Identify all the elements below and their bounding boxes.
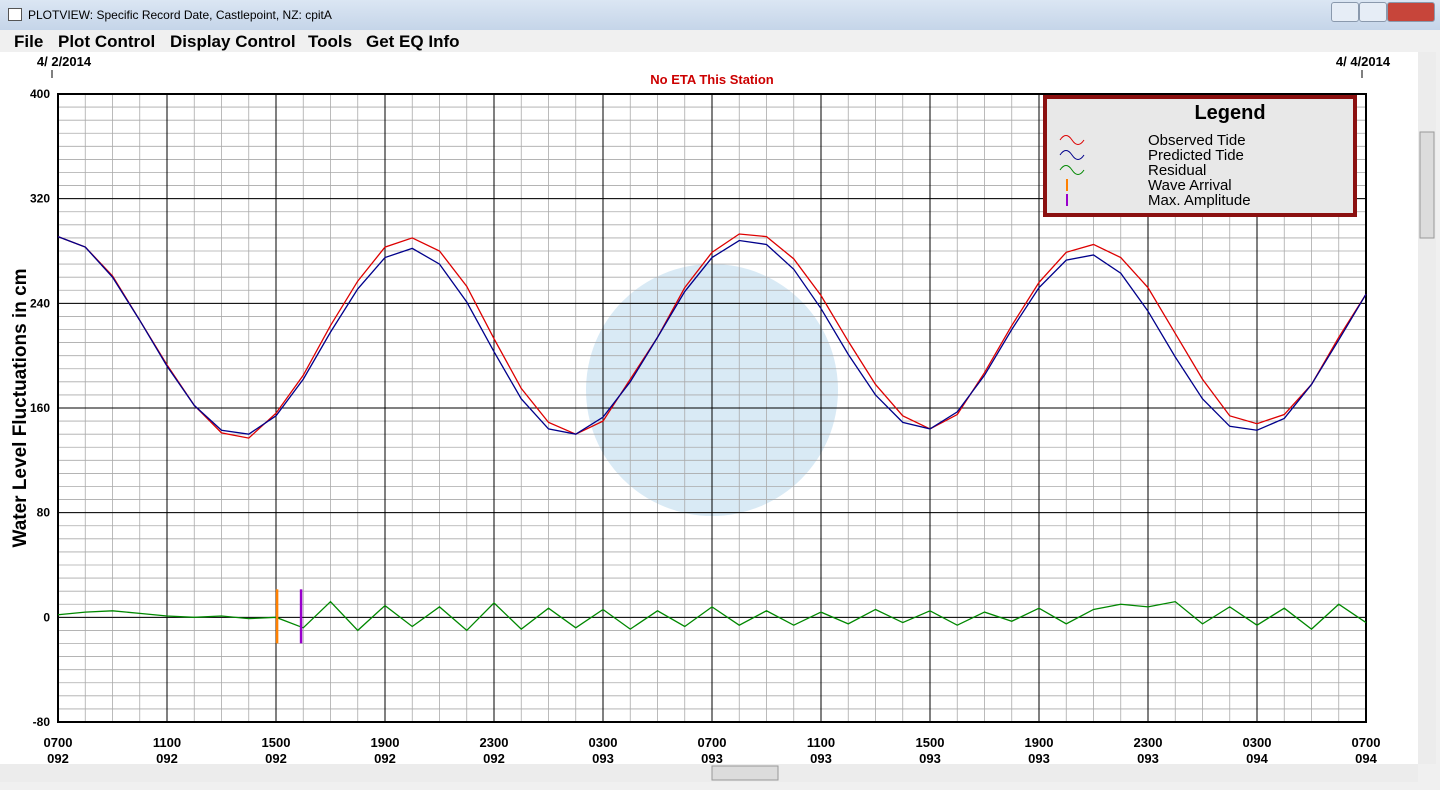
x-tick-day: 092 (374, 751, 396, 766)
x-tick-day: 092 (47, 751, 69, 766)
menu-item[interactable]: Tools (308, 32, 353, 51)
x-tick-day: 092 (156, 751, 178, 766)
x-tick-label: 0300 (589, 735, 618, 750)
x-tick-label: 1500 (916, 735, 945, 750)
legend-swatch (1059, 135, 1085, 145)
v-scroll-thumb[interactable] (1419, 131, 1435, 239)
x-tick-day: 093 (1028, 751, 1050, 766)
chart: No ETA This Station 4/ 2/2014 4/ 4/2014 … (0, 52, 1436, 782)
y-axis-label: Water Level Fluctuations in cm (10, 268, 31, 547)
x-tick-label: 1100 (153, 735, 181, 750)
x-tick-day: 093 (701, 751, 723, 766)
h-scrollbar[interactable] (0, 764, 1418, 782)
x-tick-day: 094 (1355, 751, 1377, 766)
x-tick-label: 1500 (262, 735, 291, 750)
legend-label: Observed Tide (1148, 132, 1246, 149)
subtitle: No ETA This Station (650, 72, 774, 87)
x-tick-day: 092 (483, 751, 505, 766)
menu-item[interactable]: Plot Control (58, 32, 156, 51)
x-tick-day: 094 (1246, 751, 1268, 766)
menu-item[interactable]: File (14, 32, 44, 51)
window-title: PLOTVIEW: Specific Record Date, Castlepo… (28, 8, 332, 22)
x-tick-label: 2300 (1134, 735, 1163, 750)
legend-box (1043, 95, 1357, 217)
x-tick-day: 092 (265, 751, 287, 766)
x-tick-day: 093 (1137, 751, 1159, 766)
x-tick-label: 0700 (1352, 735, 1381, 750)
plot-frame (57, 93, 1367, 723)
legend-label: Residual (1148, 162, 1206, 179)
x-tick-label: 0300 (1243, 735, 1272, 750)
menu-bar: File Plot Control Display Control Tools … (0, 30, 1440, 52)
x-tick-label: 1900 (1025, 735, 1054, 750)
y-tick-label: 400 (30, 87, 50, 101)
title-bar: PLOTVIEW: Specific Record Date, Castlepo… (0, 0, 1440, 30)
x-tick-day: 093 (919, 751, 941, 766)
x-tick-label: 0700 (44, 735, 73, 750)
x-tick-day: 093 (592, 751, 614, 766)
app-icon (8, 8, 22, 21)
y-tick-label: -80 (33, 715, 51, 729)
menu-item[interactable]: Display Control (170, 32, 296, 51)
legend-swatch (1059, 165, 1085, 175)
x-tick-label: 2300 (480, 735, 509, 750)
y-tick-label: 320 (30, 192, 50, 206)
legend-label: Predicted Tide (1148, 147, 1244, 164)
x-tick-day: 093 (810, 751, 832, 766)
legend-swatch (1059, 150, 1085, 160)
y-tick-label: 0 (43, 610, 50, 624)
legend-label: Wave Arrival (1148, 177, 1232, 194)
legend-label: Max. Amplitude (1148, 192, 1251, 209)
start-date: 4/ 2/2014 (37, 54, 92, 69)
maximize-button[interactable] (1359, 2, 1387, 22)
series-line (57, 236, 1367, 435)
y-tick-label: 240 (30, 296, 50, 310)
x-tick-label: 1900 (371, 735, 400, 750)
legend-title: Legend (1194, 102, 1265, 124)
y-tick-label: 160 (30, 401, 50, 415)
close-button[interactable] (1387, 2, 1435, 22)
series-line (57, 233, 1367, 439)
x-tick-label: 0700 (698, 735, 727, 750)
menu-item[interactable]: Get EQ Info (366, 32, 460, 51)
end-date: 4/ 4/2014 (1336, 54, 1391, 69)
x-tick-label: 1100 (807, 735, 835, 750)
h-scroll-thumb[interactable] (711, 765, 779, 781)
minimize-button[interactable] (1331, 2, 1359, 22)
y-tick-label: 80 (37, 506, 51, 520)
